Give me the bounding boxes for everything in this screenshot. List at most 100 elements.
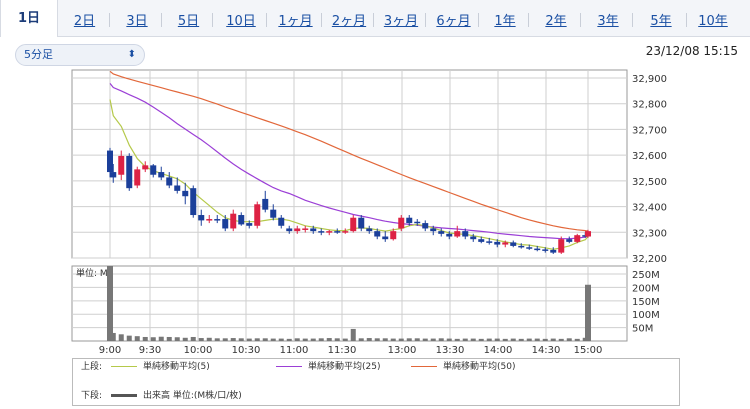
tab-13[interactable]: 5年 xyxy=(632,10,688,30)
interval-select-value: 5分足 xyxy=(24,48,53,61)
volume-bar xyxy=(238,338,244,341)
candle xyxy=(342,231,349,233)
volume-bar xyxy=(182,337,188,341)
candle xyxy=(550,249,557,253)
volume-bar xyxy=(366,338,372,341)
tab-9[interactable]: 6ヶ月 xyxy=(425,10,480,30)
volume-bar xyxy=(398,338,404,341)
candle xyxy=(158,172,165,178)
volume-bar xyxy=(478,338,484,341)
volume-bar xyxy=(342,338,348,341)
legend-lower-label: 下段: xyxy=(81,391,103,401)
x-tick-label: 9:00 xyxy=(99,345,121,356)
candle xyxy=(246,223,253,226)
interval-select[interactable]: 5分足 ⬍ xyxy=(15,44,145,66)
tab-12[interactable]: 3年 xyxy=(580,10,634,30)
price-panel xyxy=(71,69,628,259)
candle xyxy=(286,228,293,232)
candle xyxy=(446,233,453,237)
candle xyxy=(366,228,373,232)
candle xyxy=(414,221,421,224)
candle xyxy=(110,172,117,178)
candle xyxy=(326,231,333,233)
x-tick-label: 14:00 xyxy=(484,345,513,356)
tab-7[interactable]: 2ヶ月 xyxy=(321,10,375,30)
tab-11[interactable]: 2年 xyxy=(528,10,582,30)
volume-bar xyxy=(294,338,300,341)
x-tick-label: 13:30 xyxy=(436,345,465,356)
candle xyxy=(510,242,517,246)
tab-6[interactable]: 1ヶ月 xyxy=(266,10,323,30)
candle xyxy=(486,241,493,243)
volume-bar xyxy=(166,336,172,341)
candle xyxy=(430,228,437,232)
candle xyxy=(358,217,365,229)
candle xyxy=(534,248,541,251)
x-tick-label: 14:30 xyxy=(532,345,561,356)
candle xyxy=(526,247,533,249)
tab-3[interactable]: 3日 xyxy=(109,10,163,30)
volume-bar xyxy=(542,338,548,341)
volume-bar xyxy=(270,338,276,341)
volume-bar xyxy=(350,328,356,341)
volume-bar xyxy=(422,338,428,341)
candle xyxy=(470,236,477,240)
candle xyxy=(382,236,389,240)
sma50-line xyxy=(109,70,589,232)
tab-14[interactable]: 10年 xyxy=(686,10,738,30)
candle xyxy=(398,217,405,229)
candle xyxy=(478,239,485,242)
candle xyxy=(422,223,429,229)
candle xyxy=(254,204,261,226)
volume-bar xyxy=(286,338,292,341)
candle xyxy=(518,245,525,248)
volume-bar xyxy=(550,338,556,341)
legend-item-sma25: 単純移動平均(25) xyxy=(276,360,380,374)
candle xyxy=(310,228,317,232)
volume-bar xyxy=(374,338,380,341)
x-tick-label: 11:00 xyxy=(280,345,309,356)
volume-y-tick-label: 200M xyxy=(632,283,660,294)
volume-bar xyxy=(486,338,492,341)
candle xyxy=(118,155,125,175)
y-tick-label: 32,600 xyxy=(632,151,667,162)
volume-bar xyxy=(107,266,113,341)
volume-bar xyxy=(585,284,591,341)
volume-bar xyxy=(318,338,324,341)
legend-item-volume: 出来高 単位:(M株/口/枚) xyxy=(111,389,242,403)
volume-bar xyxy=(574,338,580,341)
candle xyxy=(126,155,133,189)
tab-4[interactable]: 5日 xyxy=(161,10,214,30)
volume-bar xyxy=(414,338,420,341)
tab-10[interactable]: 1年 xyxy=(478,10,530,30)
chevron-updown-icon: ⬍ xyxy=(127,49,136,60)
volume-bar xyxy=(174,337,180,341)
candle xyxy=(462,231,469,237)
y-tick-label: 32,700 xyxy=(632,125,667,136)
candle xyxy=(142,165,149,170)
candle xyxy=(302,228,309,230)
volume-bar xyxy=(310,338,316,341)
legend-upper-label: 上段: xyxy=(81,362,103,372)
y-tick-label: 32,300 xyxy=(632,228,667,239)
volume-y-tick-label: 250M xyxy=(632,270,660,281)
candle xyxy=(390,231,397,240)
candle xyxy=(334,231,341,233)
volume-bar xyxy=(214,338,220,341)
volume-bar xyxy=(134,336,140,341)
tab-8[interactable]: 3ヶ月 xyxy=(373,10,427,30)
candle xyxy=(574,235,581,242)
candle xyxy=(406,217,413,224)
candle xyxy=(558,239,565,253)
volume-bar xyxy=(126,335,132,341)
tab-2[interactable]: 2日 xyxy=(73,14,96,29)
volume-bar xyxy=(190,336,196,341)
y-tick-label: 32,500 xyxy=(632,177,667,188)
candle xyxy=(542,249,549,251)
volume-bar xyxy=(454,338,460,341)
volume-bar xyxy=(230,338,236,341)
candle xyxy=(206,219,213,221)
tab-5[interactable]: 10日 xyxy=(212,10,268,30)
candle xyxy=(107,150,113,173)
tab-1[interactable]: 1日 xyxy=(0,0,58,37)
